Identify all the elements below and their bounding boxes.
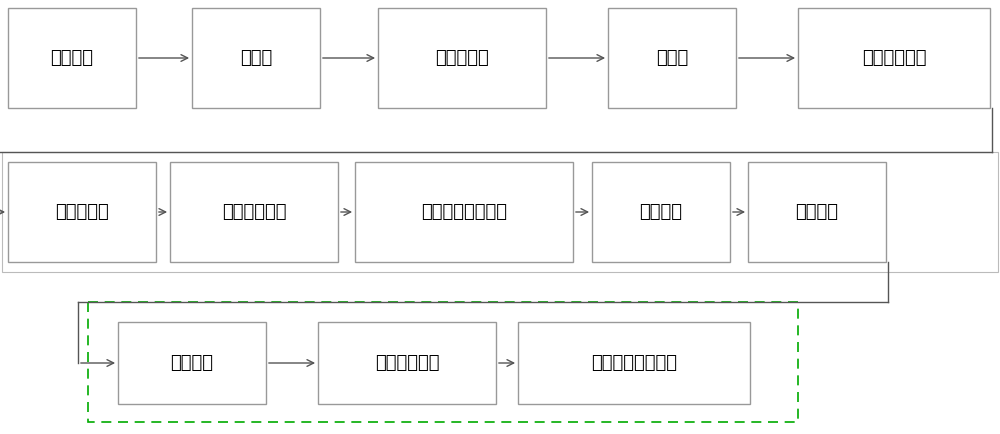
- Text: 聚合装置: 聚合装置: [50, 49, 94, 67]
- Bar: [592, 162, 730, 262]
- Text: 管道切换过滤装置: 管道切换过滤装置: [421, 203, 507, 221]
- Text: 酸化釜: 酸化釜: [240, 49, 272, 67]
- Text: 中转釜: 中转釜: [656, 49, 688, 67]
- Text: 薄膜蒸发器: 薄膜蒸发器: [55, 203, 109, 221]
- Bar: [748, 162, 886, 262]
- Text: 过滤装置: 过滤装置: [796, 203, 838, 221]
- Bar: [170, 162, 338, 262]
- Text: 造粒分级出料机构: 造粒分级出料机构: [591, 354, 677, 372]
- Bar: [2, 152, 998, 272]
- Bar: [8, 162, 156, 262]
- Text: 板框压滤机: 板框压滤机: [435, 49, 489, 67]
- Bar: [118, 322, 266, 404]
- Bar: [8, 8, 136, 108]
- Bar: [355, 162, 573, 262]
- Bar: [798, 8, 990, 108]
- Text: 造粒机构: 造粒机构: [170, 354, 214, 372]
- Bar: [318, 322, 496, 404]
- Bar: [518, 322, 750, 404]
- Text: 离心分离装置: 离心分离装置: [862, 49, 926, 67]
- Text: 分子蒸馏装置: 分子蒸馏装置: [222, 203, 286, 221]
- Text: 造粒输送机构: 造粒输送机构: [375, 354, 439, 372]
- Bar: [192, 8, 320, 108]
- Text: 缩聚装置: 缩聚装置: [640, 203, 682, 221]
- Bar: [88, 302, 798, 422]
- Bar: [608, 8, 736, 108]
- Bar: [378, 8, 546, 108]
